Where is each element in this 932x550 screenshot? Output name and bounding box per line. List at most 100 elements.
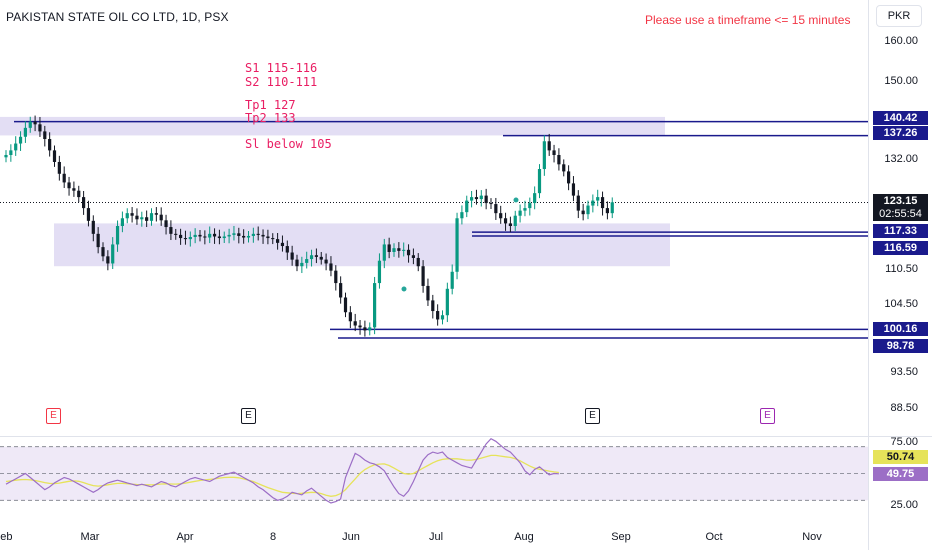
y-tick-label: 88.50 <box>890 402 918 414</box>
candle-body <box>149 213 154 221</box>
candle-body <box>494 204 498 214</box>
y-tick-label: 150.00 <box>884 75 918 87</box>
candle-body <box>140 217 144 220</box>
candle-body <box>193 234 197 238</box>
earnings-event-icon[interactable]: E <box>585 408 600 424</box>
candle-body <box>557 154 561 165</box>
candle-body <box>300 262 304 267</box>
y-tick-label: 110.50 <box>885 263 918 275</box>
candle-body <box>237 233 241 236</box>
x-tick-label: Jul <box>428 531 444 543</box>
candle-body <box>353 321 357 326</box>
candle-body <box>567 171 571 184</box>
candle-body <box>183 238 188 240</box>
x-tick-label: 8 <box>269 531 277 543</box>
candle-body <box>256 233 260 235</box>
candle-body <box>314 255 318 257</box>
candle-body <box>72 188 76 191</box>
x-tick-label: Jun <box>342 531 360 543</box>
candle-body <box>348 312 352 322</box>
candle-body <box>596 197 600 201</box>
candle-body <box>363 327 367 331</box>
candle-body <box>571 183 576 196</box>
candle-body <box>276 239 280 243</box>
candle-body <box>18 136 23 144</box>
level-tag: 116.59 <box>873 241 928 255</box>
candle-body <box>106 256 110 264</box>
dividend-marker <box>400 285 408 293</box>
candle-body <box>212 233 217 237</box>
x-tick-label: Feb <box>0 531 13 543</box>
candle-body <box>120 218 124 227</box>
candle-body <box>169 227 173 234</box>
candle-body <box>242 235 246 238</box>
candle-body <box>537 169 542 194</box>
level-tag: 100.16 <box>873 322 928 336</box>
candle-body <box>115 226 120 245</box>
candle-body <box>125 213 129 219</box>
candle-body <box>513 215 517 227</box>
candle-body <box>52 150 57 162</box>
note-tp1: Tp1 127 <box>245 98 296 112</box>
candle-body <box>450 271 454 289</box>
candle-body <box>135 215 139 220</box>
x-tick-label: Apr <box>176 531 194 543</box>
zone-rect <box>54 223 670 267</box>
candle-body <box>581 210 585 215</box>
candle-body <box>91 220 95 234</box>
candle-body <box>377 260 382 284</box>
candle-body <box>77 190 81 198</box>
y-tick-label: 104.50 <box>884 298 918 310</box>
candle-body <box>198 234 202 237</box>
candle-body <box>57 161 61 174</box>
candle-body <box>562 164 566 172</box>
candle-body <box>392 248 396 252</box>
candle-body <box>358 325 362 328</box>
candle-body <box>406 249 411 256</box>
candle-body <box>368 327 372 331</box>
candle-body <box>203 236 207 238</box>
candle-body <box>33 121 37 125</box>
level-tag: 117.33 <box>873 224 928 238</box>
x-tick-label: Mar <box>80 531 100 543</box>
candle-body <box>290 252 294 260</box>
candle-body <box>261 234 265 237</box>
candle-body <box>397 248 401 251</box>
candle-body <box>440 315 445 320</box>
candle-body <box>217 236 221 239</box>
candle-body <box>23 127 27 137</box>
candle-body <box>547 141 551 151</box>
candle-body <box>474 197 479 200</box>
dividend-marker <box>512 196 520 204</box>
candle-body <box>130 213 134 216</box>
candle-body <box>9 150 13 155</box>
candle-body <box>610 202 614 214</box>
candle-body <box>309 255 314 260</box>
candle-body <box>426 285 430 301</box>
candle-body <box>605 208 609 214</box>
candle-body <box>14 143 18 151</box>
earnings-event-icon[interactable]: E <box>46 408 61 424</box>
candle-body <box>411 255 415 258</box>
note-tp2: Tp2 133 <box>245 111 296 125</box>
candle-body <box>266 236 270 239</box>
zone-rect <box>0 116 665 136</box>
candle-body <box>416 257 420 267</box>
candle-body <box>43 131 47 140</box>
candle-body <box>48 139 52 151</box>
last-price-tag: 123.15 <box>873 194 928 208</box>
candle-body <box>503 218 508 224</box>
candle-body <box>101 247 105 257</box>
candle-body <box>96 233 100 248</box>
candle-body <box>576 195 580 211</box>
earnings-event-icon[interactable]: E <box>760 408 775 424</box>
candle-body <box>523 208 527 211</box>
candle-body <box>227 234 231 237</box>
candle-body <box>280 242 285 247</box>
candle-body <box>4 154 8 158</box>
candle-body <box>387 244 391 252</box>
earnings-event-icon[interactable]: E <box>241 408 256 424</box>
currency-button[interactable]: PKR <box>876 5 922 27</box>
candle-body <box>208 233 212 238</box>
